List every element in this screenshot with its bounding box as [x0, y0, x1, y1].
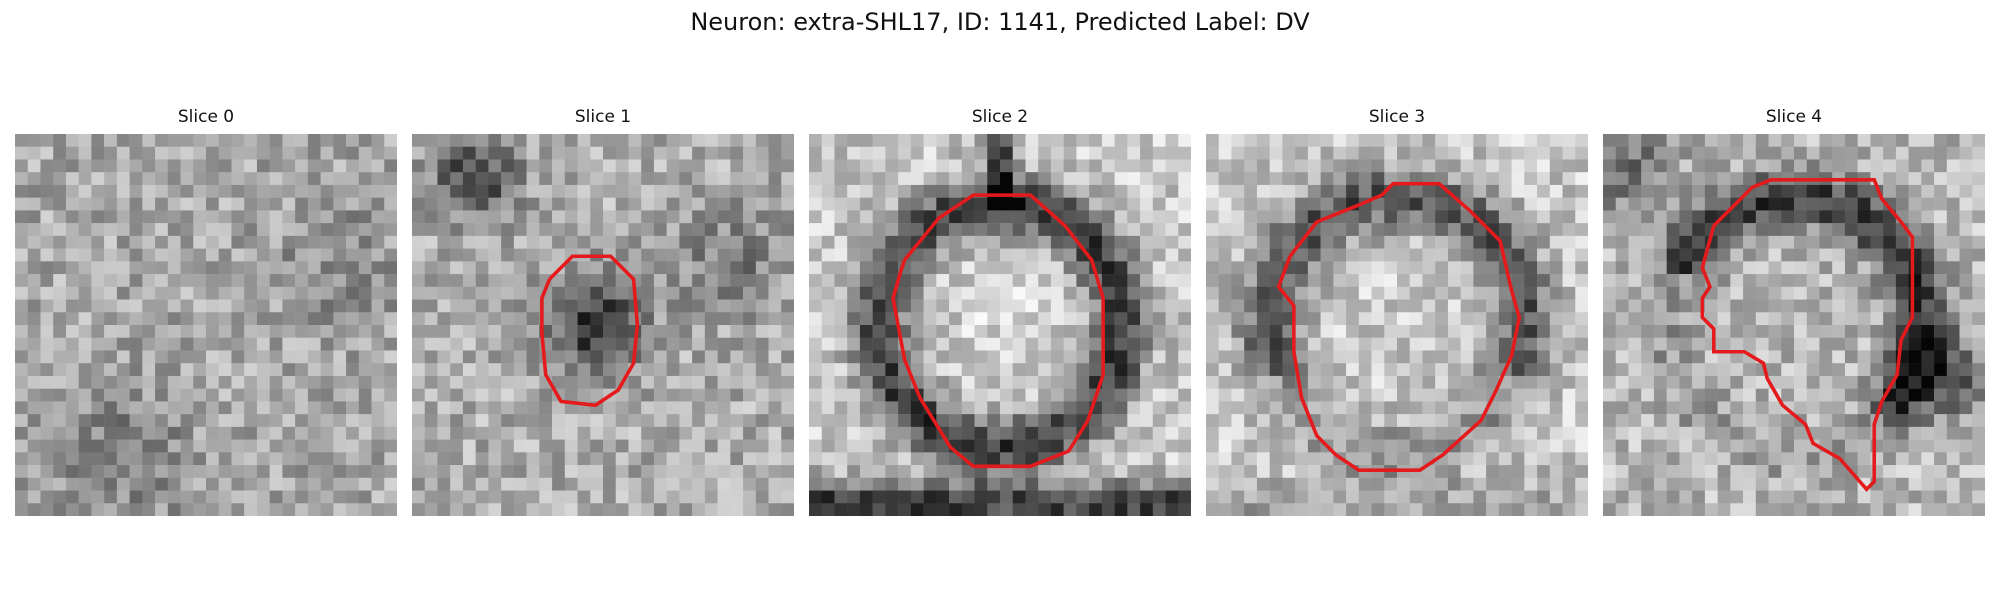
slice-image [809, 134, 1191, 516]
slice-image [15, 134, 397, 516]
segmentation-contour [540, 254, 640, 408]
slice-panel-0: Slice 0 [15, 106, 397, 516]
slice-panel-2: Slice 2 [809, 106, 1191, 516]
slice-title: Slice 2 [971, 107, 1029, 127]
figure-title: Neuron: extra-SHL17, ID: 1141, Predicted… [690, 8, 1310, 36]
segmentation-contour [891, 193, 1105, 469]
slice-panel-1: Slice 1 [412, 106, 794, 516]
slice-panel-3: Slice 3 [1206, 106, 1588, 516]
slice-title: Slice 0 [177, 107, 235, 127]
segmentation-contour [1276, 181, 1522, 472]
slice-panel-4: Slice 4 [1603, 106, 1985, 516]
slice-title: Slice 4 [1765, 107, 1823, 127]
slice-title: Slice 1 [574, 107, 632, 127]
slice-title: Slice 3 [1368, 107, 1426, 127]
slice-image [1603, 134, 1985, 516]
slice-image [412, 134, 794, 516]
segmentation-contour [1700, 178, 1915, 492]
slice-image [1206, 134, 1588, 516]
